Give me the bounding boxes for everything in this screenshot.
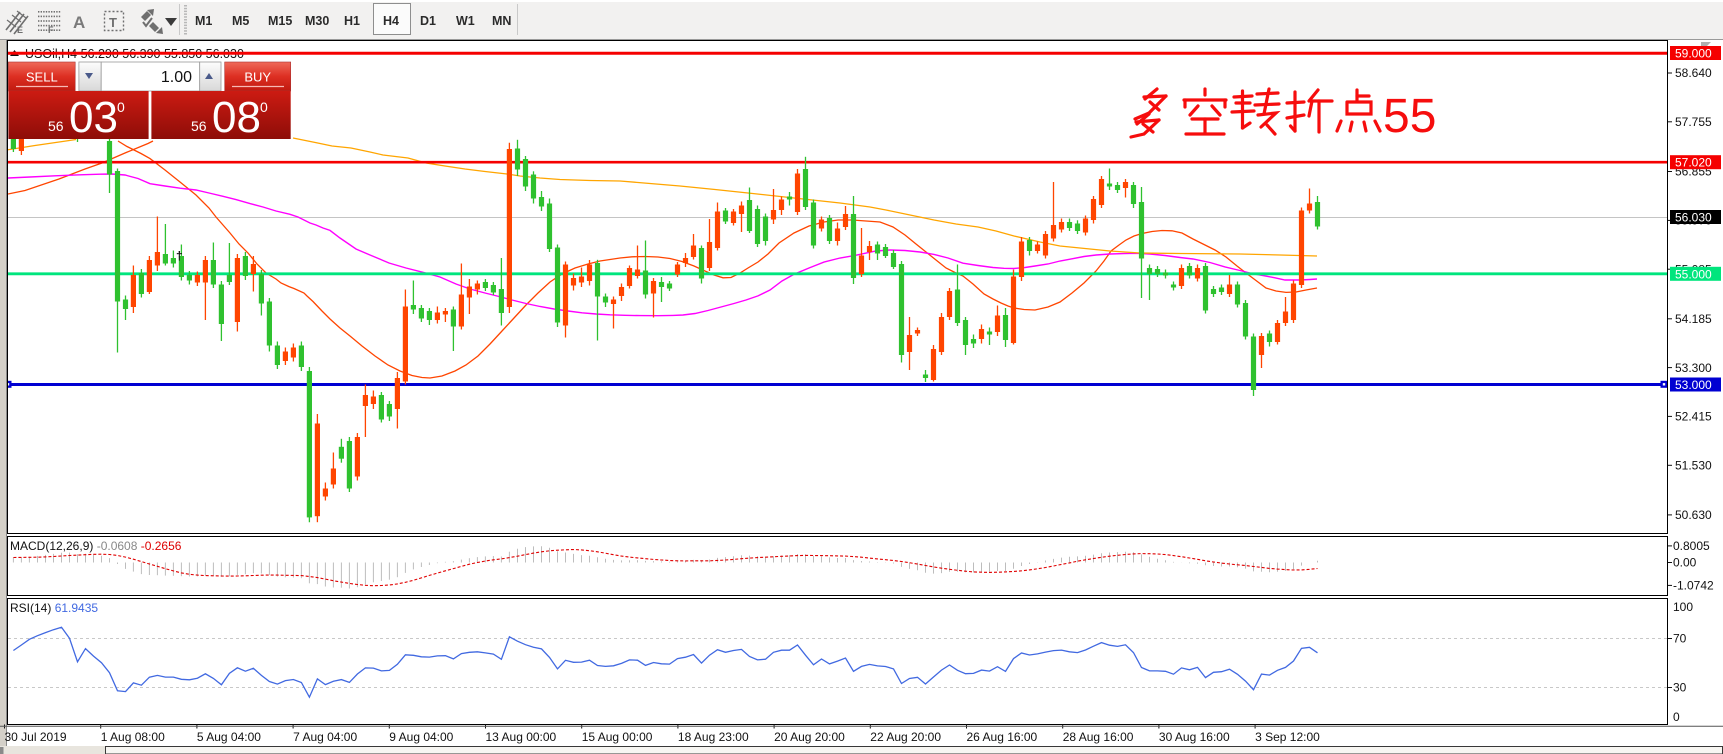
svg-text:-1.0742: -1.0742 <box>1673 579 1714 593</box>
svg-text:18 Aug 23:00: 18 Aug 23:00 <box>678 730 749 744</box>
svg-text:0: 0 <box>117 99 125 115</box>
svg-text:56.030: 56.030 <box>1675 211 1712 225</box>
svg-text:08: 08 <box>212 93 261 142</box>
svg-text:55.000: 55.000 <box>1675 267 1712 281</box>
svg-text:58.640: 58.640 <box>1675 66 1712 80</box>
svg-text:26 Aug 16:00: 26 Aug 16:00 <box>967 730 1038 744</box>
svg-text:56: 56 <box>48 118 64 134</box>
svg-text:30 Aug 16:00: 30 Aug 16:00 <box>1159 730 1230 744</box>
svg-text:50.630: 50.630 <box>1675 508 1712 522</box>
svg-text:30 Jul 2019: 30 Jul 2019 <box>5 730 67 744</box>
svg-text:03: 03 <box>69 93 118 142</box>
svg-text:52.415: 52.415 <box>1675 410 1712 424</box>
svg-text:D1: D1 <box>420 14 436 28</box>
svg-text:1 Aug 08:00: 1 Aug 08:00 <box>101 730 165 744</box>
svg-text:70: 70 <box>1673 632 1687 646</box>
svg-text:3 Sep 12:00: 3 Sep 12:00 <box>1255 730 1320 744</box>
svg-text:H1: H1 <box>344 14 360 28</box>
svg-text:53.300: 53.300 <box>1675 361 1712 375</box>
svg-text:T: T <box>109 15 117 30</box>
svg-text:BUY: BUY <box>244 70 271 85</box>
svg-text:53.000: 53.000 <box>1675 378 1712 392</box>
svg-text:51.530: 51.530 <box>1675 459 1712 473</box>
svg-text:55: 55 <box>1383 90 1436 143</box>
svg-text:20 Aug 20:00: 20 Aug 20:00 <box>774 730 845 744</box>
svg-text:7 Aug 04:00: 7 Aug 04:00 <box>293 730 357 744</box>
svg-text:†: † <box>176 249 183 263</box>
svg-text:M15: M15 <box>268 14 292 28</box>
svg-text:13 Aug 00:00: 13 Aug 00:00 <box>486 730 557 744</box>
svg-text:M1: M1 <box>195 14 212 28</box>
svg-text:A: A <box>73 13 85 32</box>
svg-text:28 Aug 16:00: 28 Aug 16:00 <box>1063 730 1134 744</box>
svg-text:0: 0 <box>260 99 268 115</box>
svg-text:15 Aug 00:00: 15 Aug 00:00 <box>582 730 653 744</box>
svg-text:SELL: SELL <box>26 70 58 85</box>
svg-text:100: 100 <box>1673 600 1693 614</box>
svg-text:30: 30 <box>1673 681 1687 695</box>
svg-text:0.8005: 0.8005 <box>1673 539 1710 553</box>
svg-text:M5: M5 <box>232 14 249 28</box>
svg-text:F: F <box>48 25 54 35</box>
svg-text:56: 56 <box>191 118 207 134</box>
svg-text:22 Aug 20:00: 22 Aug 20:00 <box>870 730 941 744</box>
svg-text:M30: M30 <box>305 14 329 28</box>
svg-text:5 Aug 04:00: 5 Aug 04:00 <box>197 730 261 744</box>
svg-text:9 Aug 04:00: 9 Aug 04:00 <box>389 730 453 744</box>
svg-text:57.755: 57.755 <box>1675 115 1712 129</box>
svg-text:54.185: 54.185 <box>1675 312 1712 326</box>
svg-text:0.00: 0.00 <box>1673 556 1697 570</box>
svg-text:MACD(12,26,9) -0.0608 -0.2656: MACD(12,26,9) -0.0608 -0.2656 <box>10 539 182 553</box>
svg-text:MN: MN <box>492 14 511 28</box>
svg-text:H4: H4 <box>383 14 399 28</box>
svg-text:59.000: 59.000 <box>1675 47 1712 61</box>
svg-text:E: E <box>17 25 23 35</box>
svg-text:W1: W1 <box>456 14 475 28</box>
svg-text:57.020: 57.020 <box>1675 156 1712 170</box>
svg-text:RSI(14) 61.9435: RSI(14) 61.9435 <box>10 601 98 615</box>
svg-text:0: 0 <box>1673 710 1680 724</box>
svg-text:1.00: 1.00 <box>161 69 192 86</box>
